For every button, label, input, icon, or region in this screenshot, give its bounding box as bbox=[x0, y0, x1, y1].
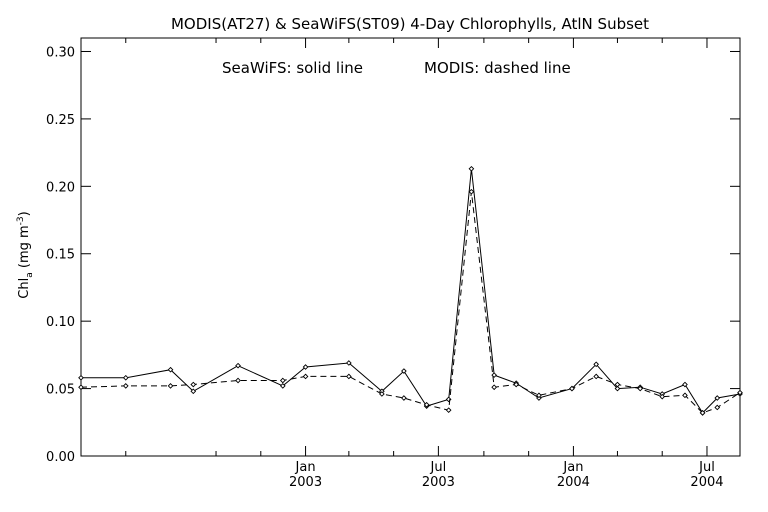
y-tick-label: 0.15 bbox=[46, 248, 75, 263]
modis-point bbox=[614, 381, 621, 388]
modis-point bbox=[423, 401, 430, 408]
modis-point bbox=[445, 407, 452, 413]
modis-point bbox=[346, 373, 352, 380]
seawifs-point bbox=[190, 388, 197, 395]
seawifs-point bbox=[302, 364, 309, 370]
seawifs-point bbox=[468, 165, 475, 172]
modis-point bbox=[737, 389, 743, 396]
seawifs-series-line bbox=[81, 168, 741, 414]
seawifs-point bbox=[682, 381, 688, 388]
chart-title: MODIS(AT27) & SeaWiFS(ST09) 4-Day Chloro… bbox=[171, 15, 649, 33]
seawifs-point bbox=[78, 374, 84, 381]
x-tick-month-label: Jul bbox=[698, 460, 715, 475]
x-tick-year-label: 2004 bbox=[690, 475, 723, 490]
seawifs-point bbox=[167, 366, 174, 373]
seawifs-point bbox=[714, 395, 721, 401]
modis-point bbox=[122, 383, 129, 389]
modis-series-line bbox=[80, 191, 741, 414]
y-tick-label: 0.00 bbox=[46, 450, 75, 465]
x-tick-year-label: 2003 bbox=[422, 475, 455, 490]
modis-point bbox=[637, 385, 644, 392]
seawifs-point bbox=[122, 374, 129, 381]
seawifs-point bbox=[346, 360, 352, 366]
modis-point bbox=[569, 385, 575, 392]
x-tick-year-label: 2003 bbox=[289, 475, 322, 490]
seawifs-style-note: SeaWiFS: solid line bbox=[222, 59, 363, 77]
modis-point bbox=[78, 384, 84, 391]
modis-point bbox=[235, 377, 241, 384]
plot-frame bbox=[80, 37, 741, 457]
y-tick-label: 0.25 bbox=[46, 113, 75, 128]
plot-marks: 0.000.050.100.150.200.250.30Jan2003Jul20… bbox=[46, 38, 743, 490]
modis-point bbox=[659, 393, 666, 400]
modis-point bbox=[699, 410, 706, 416]
modis-point bbox=[682, 392, 688, 399]
y-tick-label: 0.30 bbox=[46, 45, 75, 60]
seawifs-point bbox=[279, 383, 286, 389]
x-tick-month-label: Jul bbox=[430, 460, 447, 475]
seawifs-point bbox=[593, 361, 600, 368]
seawifs-point bbox=[401, 368, 407, 374]
modis-point bbox=[190, 381, 197, 388]
y-axis-label: Chla (mg m-3) bbox=[16, 211, 35, 298]
modis-style-note: MODIS: dashed line bbox=[424, 59, 571, 77]
modis-point bbox=[401, 395, 407, 401]
modis-point bbox=[279, 377, 286, 384]
modis-point bbox=[167, 383, 174, 389]
modis-point bbox=[536, 392, 542, 399]
y-tick-label: 0.20 bbox=[46, 180, 75, 195]
modis-point bbox=[513, 381, 520, 388]
modis-point bbox=[491, 384, 497, 391]
x-tick-month-label: Jan bbox=[295, 460, 316, 475]
y-tick-label: 0.05 bbox=[46, 383, 75, 398]
seawifs-point bbox=[235, 362, 241, 369]
y-tick-label: 0.10 bbox=[46, 315, 75, 330]
modis-point bbox=[379, 391, 385, 397]
seawifs-point bbox=[614, 385, 621, 392]
x-tick-month-label: Jan bbox=[562, 460, 583, 475]
modis-point bbox=[302, 373, 309, 380]
modis-point bbox=[468, 188, 475, 195]
modis-point bbox=[714, 404, 721, 411]
modis-point bbox=[593, 373, 600, 380]
x-tick-year-label: 2004 bbox=[557, 475, 590, 490]
